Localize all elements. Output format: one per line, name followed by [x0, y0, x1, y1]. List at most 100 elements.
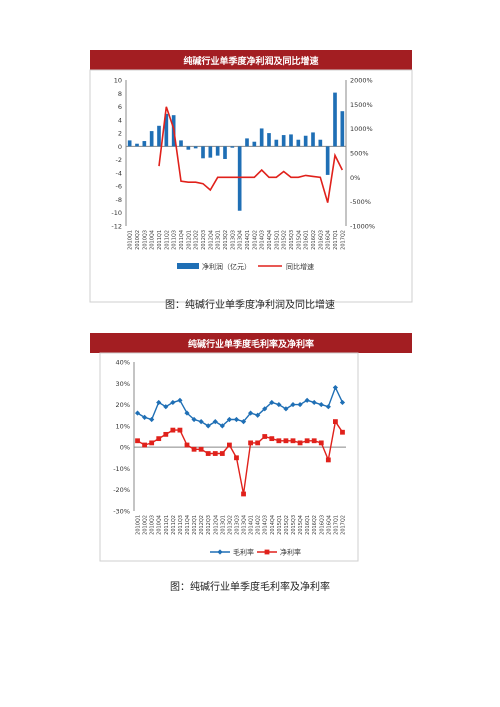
- chart2-xtick-27: 2016Q4: [326, 515, 332, 535]
- chart2-xtick-8: 2012Q1: [192, 515, 198, 535]
- chart1-ytick-right-2: 1000%: [350, 125, 373, 133]
- chart1-bar-26: [318, 139, 323, 147]
- chart2-series-1-point-27: [325, 457, 331, 463]
- chart1-xtick-11: 2012Q4: [208, 230, 214, 250]
- chart2-xtick-2: 2010Q3: [150, 515, 156, 535]
- chart2-series-0-point-26: [318, 401, 324, 408]
- chart2-series-1-point-13: [227, 442, 232, 448]
- chart1-bar-13: [223, 146, 227, 159]
- chart1-bar-0: [127, 140, 132, 147]
- chart1-xtick-8: 2012Q1: [186, 230, 192, 250]
- chart1-ytick-left-3: 4: [118, 116, 122, 124]
- chart2-xtick-11: 2012Q4: [213, 515, 219, 535]
- chart1-xtick-28: 2017Q1: [333, 230, 339, 250]
- chart2-xtick-20: 2015Q1: [277, 515, 283, 535]
- chart1-ytick-left-6: -2: [116, 156, 122, 164]
- chart2-ytick-5: -10%: [113, 465, 130, 473]
- chart2-ytick-0: 40%: [116, 359, 130, 367]
- chart1-bar-11: [208, 146, 213, 158]
- chart2-series-1-point-25: [311, 438, 317, 444]
- chart1-ytick-left-5: 0: [118, 143, 122, 151]
- chart2-xtick-15: 2013Q4: [242, 515, 248, 535]
- chart1-bar-20: [274, 139, 279, 147]
- chart2-series-1-point-20: [276, 438, 282, 444]
- chart1-ytick-left-1: 8: [118, 90, 122, 98]
- chart1-ytick-left-0: 10: [114, 77, 122, 85]
- chart2-frame: [99, 352, 359, 562]
- chart1-bar-23: [296, 139, 301, 147]
- chart1-bar-8: [186, 146, 191, 150]
- chart1-bar-29: [340, 111, 345, 147]
- chart1-xtick-19: 2014Q4: [267, 230, 273, 250]
- chart1-bar-16: [245, 138, 249, 147]
- chart2-series-1-point-16: [248, 440, 253, 446]
- chart1-xtick-13: 2013Q2: [223, 230, 229, 250]
- chart1-xtick-29: 2017Q2: [340, 230, 346, 250]
- chart2-series-1-point-4: [163, 431, 169, 437]
- chart1-xtick-1: 2010Q2: [135, 230, 141, 250]
- chart2-caption: 图：纯碱行业单季度毛利率及净利率: [170, 582, 330, 593]
- chart2-legend-1-label: 净利率: [280, 548, 301, 557]
- chart2-series-1-point-11: [212, 451, 218, 456]
- chart2-xtick-23: 2015Q4: [298, 515, 304, 535]
- chart2-series-0-point-18: [262, 406, 268, 412]
- chart1-ytick-right-0: 2000%: [350, 77, 373, 85]
- chart1-bar-27: [325, 146, 330, 175]
- chart1-xtick-4: 2011Q1: [157, 230, 163, 250]
- chart1-ytick-left-2: 6: [118, 103, 122, 111]
- chart1-bar-28: [333, 92, 337, 147]
- chart2-xtick-6: 2011Q3: [178, 515, 184, 535]
- chart1-ytick-left-8: -6: [116, 183, 122, 191]
- chart1-bar-21: [281, 135, 286, 147]
- chart1-legend-bar-label: 净利润（亿元）: [202, 262, 251, 271]
- chart1-caption: 图：纯碱行业单季度净利润及同比增速: [165, 300, 335, 311]
- chart2-series-0-point-28: [332, 384, 338, 391]
- chart1-xtick-20: 2015Q1: [274, 230, 280, 250]
- chart1-xtick-26: 2016Q3: [318, 230, 324, 250]
- chart2-series-1-point-22: [290, 438, 296, 444]
- chart2-series-0-point-27: [325, 404, 331, 410]
- chart2-xtick-18: 2014Q3: [263, 515, 269, 535]
- chart2-xtick-16: 2014Q1: [249, 515, 255, 535]
- chart2-series-1-point-21: [283, 438, 289, 444]
- chart1-ytick-left-11: -12: [111, 223, 122, 231]
- chart2-series-1-point-29: [340, 429, 345, 435]
- chart1-xtick-14: 2013Q3: [230, 230, 236, 250]
- chart1-xtick-6: 2011Q3: [172, 230, 178, 250]
- chart1-xtick-5: 2011Q2: [164, 230, 170, 250]
- chart2-series-0-point-8: [191, 416, 197, 423]
- chart2-series-1-line: [137, 419, 344, 495]
- chart2-series-1-point-6: [177, 427, 183, 433]
- chart1-bar-12: [215, 146, 220, 156]
- chart2-xtick-9: 2012Q2: [199, 515, 205, 535]
- chart2-svg: 40%30%20%10%0%-10%-20%-30%2010Q1 2010Q2 20…: [99, 352, 359, 562]
- chart1-growth-line: [158, 106, 344, 203]
- chart1-xtick-21: 2015Q2: [282, 230, 288, 250]
- chart1-ytick-right-6: -1000%: [350, 223, 375, 231]
- chart1-xtick-17: 2014Q2: [252, 230, 258, 250]
- chart2-series-1-point-19: [269, 436, 275, 442]
- chart1-bar-22: [289, 134, 293, 147]
- chart2-series-1-point-10: [205, 451, 211, 456]
- chart1-ytick-left-4: 2: [118, 130, 122, 138]
- chart2-series-1-point-12: [219, 451, 225, 456]
- chart2-series-1-point-2: [149, 440, 155, 446]
- chart1-xtick-23: 2015Q4: [296, 230, 302, 250]
- chart2-series-0-point-24: [304, 397, 310, 403]
- chart2-xtick-5: 2011Q2: [171, 515, 177, 535]
- chart1-frame: [89, 69, 413, 303]
- chart1-bar-5: [164, 113, 169, 147]
- chart1-bar-18: [259, 128, 264, 147]
- chart2-series-1-point-9: [198, 446, 204, 452]
- chart2-ytick-3: 10%: [116, 422, 130, 430]
- chart1-bar-19: [267, 133, 271, 147]
- chart2-legend-1-marker: [264, 549, 270, 555]
- chart2-xtick-24: 2016Q1: [305, 515, 311, 535]
- chart2-xtick-25: 2016Q2: [312, 515, 318, 535]
- chart1-xtick-3: 2010Q4: [150, 230, 156, 250]
- chart2-xtick-26: 2016Q3: [319, 515, 325, 535]
- chart1-xtick-25: 2016Q2: [311, 230, 317, 250]
- chart1-xtick-18: 2014Q3: [260, 230, 266, 250]
- chart2-xtick-7: 2011Q4: [185, 515, 191, 535]
- chart2-xtick-21: 2015Q2: [284, 515, 290, 535]
